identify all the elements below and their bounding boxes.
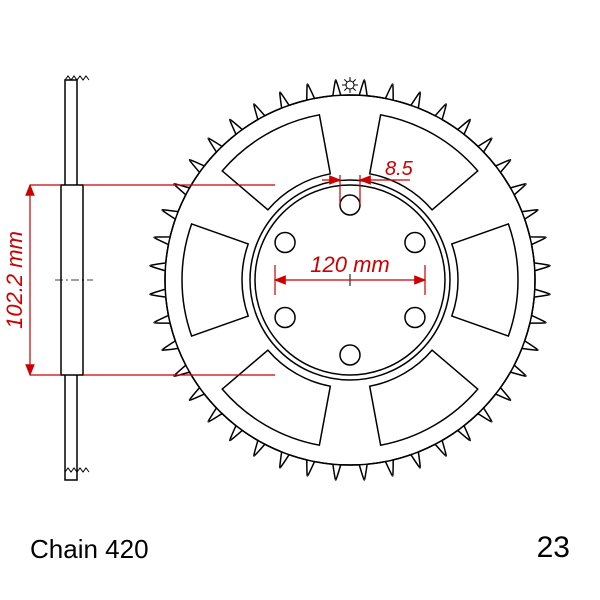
chain-label: Chain 420 xyxy=(30,534,149,565)
sprocket-diagram: 102.2 mm 120 mm 8.5 xyxy=(0,0,600,600)
svg-text:102.2 mm: 102.2 mm xyxy=(2,231,27,329)
sprocket-side-view xyxy=(55,76,93,480)
sprocket-front-view xyxy=(150,77,550,480)
svg-text:120 mm: 120 mm xyxy=(310,252,389,277)
part-number-label: 23 xyxy=(537,531,570,565)
svg-text:8.5: 8.5 xyxy=(385,158,414,180)
